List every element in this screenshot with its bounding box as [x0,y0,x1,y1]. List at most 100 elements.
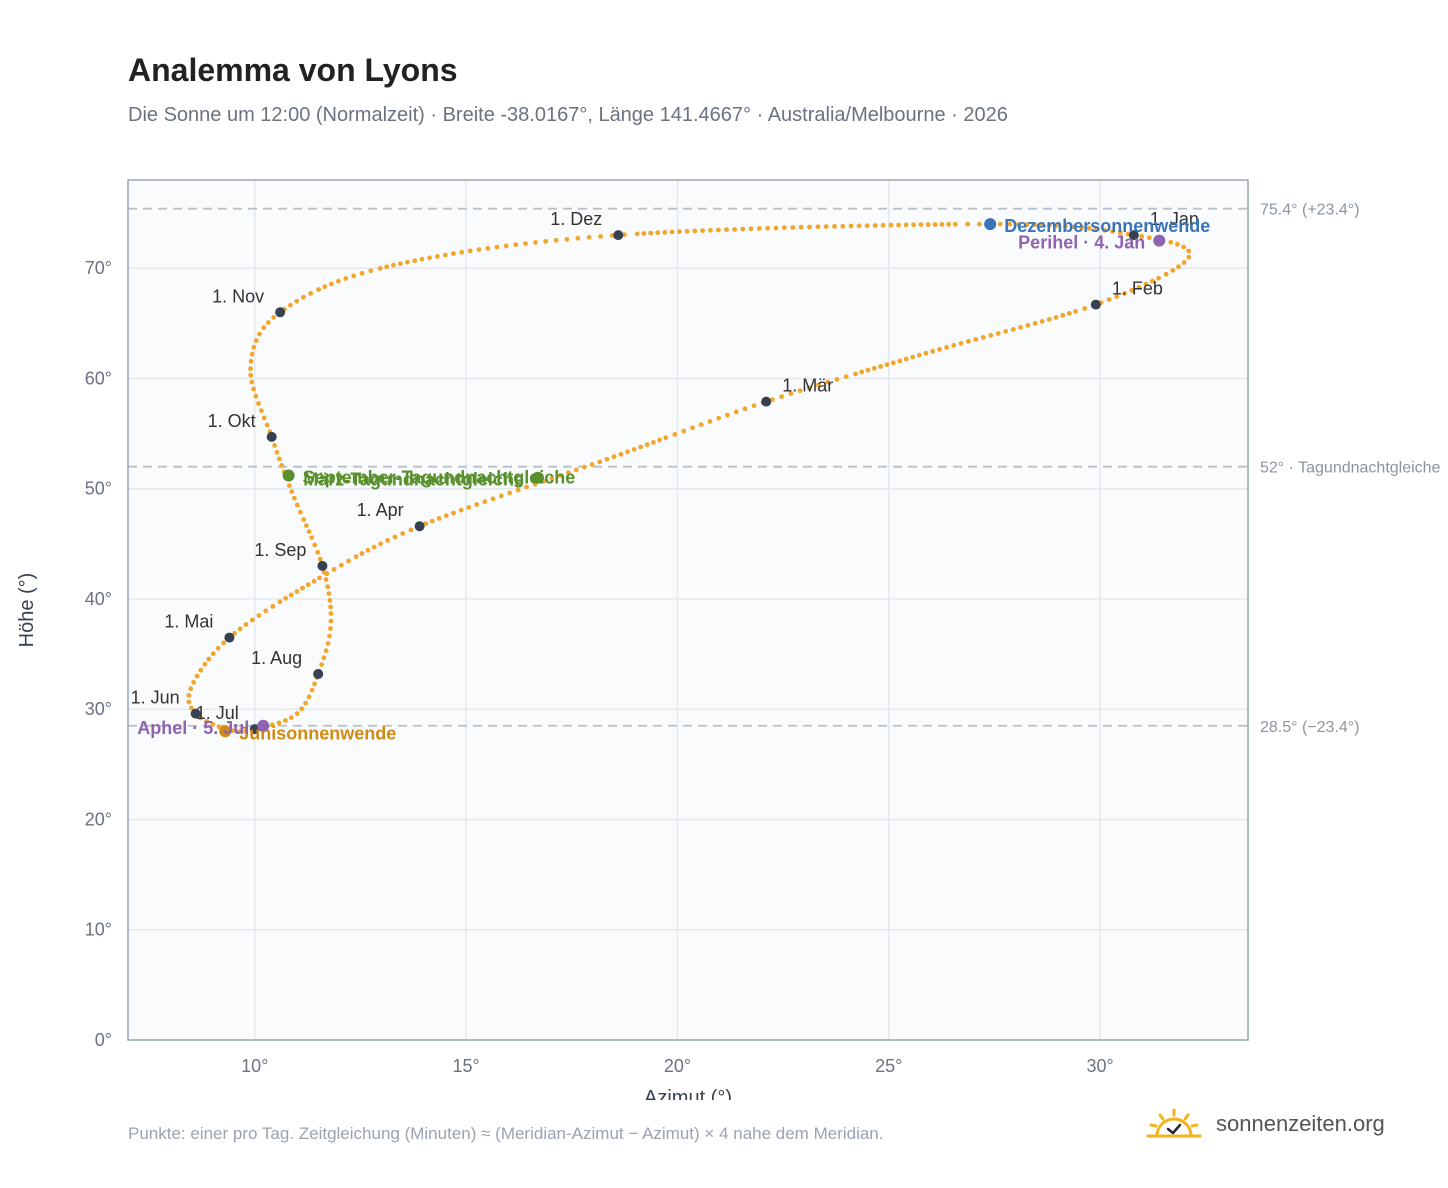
day-point [498,493,504,499]
day-point [798,224,804,230]
day-point [259,408,264,414]
day-point [435,254,440,259]
day-point [221,640,227,646]
day-point [677,229,682,235]
month-marker [1090,299,1101,310]
day-point [249,617,255,623]
day-point [1018,325,1023,330]
day-point [1025,323,1031,328]
day-point [611,454,617,460]
day-point [939,222,945,227]
day-point [451,510,456,516]
day-point [834,377,840,382]
day-point [243,622,249,627]
day-point [299,706,305,712]
day-point [1168,239,1174,245]
day-point [311,578,317,584]
day-point [598,234,603,239]
day-point [419,256,425,262]
day-point [202,661,208,667]
day-point [823,224,829,230]
day-point [751,403,757,409]
day-point [306,694,312,700]
day-point [451,251,456,256]
day-point [288,715,294,720]
day-point [618,451,624,457]
day-point [263,608,269,614]
day-point [312,542,318,548]
day-point [944,345,949,350]
day-point [1016,221,1021,227]
month-marker [414,521,425,532]
day-point [916,352,922,358]
day-point [338,562,344,568]
brand[interactable]: sonnenzeiten.org [1146,1104,1385,1144]
day-point [815,224,821,230]
month-marker [266,431,277,442]
day-point [265,320,271,325]
axis-ticks: 10° 15° 20° 25° 30° 0° 10° 20° 30° 40° 50° 60° 70° [85,258,1114,1076]
day-point [663,435,669,441]
event-marker [282,469,295,482]
day-point [215,645,221,651]
day-point [1163,271,1169,277]
day-point [765,225,770,231]
day-point [1181,244,1186,250]
day-point [716,415,722,421]
day-point [923,350,929,356]
day-point [1032,321,1038,326]
day-point [582,464,587,470]
day-point [256,401,261,406]
day-point [365,547,371,553]
day-point [840,223,846,229]
day-point [625,449,630,455]
day-point [1122,291,1127,296]
day-point [329,281,334,287]
y-tick-label: 40° [85,589,112,609]
day-point [305,582,311,588]
day-point [476,247,482,253]
day-point [485,246,491,251]
day-point [270,722,275,728]
day-point [1093,226,1099,232]
day-point [309,535,315,540]
day-point [1143,281,1149,287]
day-point [878,364,883,369]
day-point [564,236,570,242]
day-point [308,291,314,296]
y-tick-label: 0° [95,1030,112,1050]
x-tick-label: 15° [452,1056,479,1076]
day-point [429,518,435,524]
day-point [896,222,901,228]
day-point [298,509,303,515]
day-point [797,388,803,394]
day-point [301,294,306,300]
day-point [442,252,448,258]
day-point [549,476,555,481]
day-point [880,222,886,228]
month-label: 1. Mai [164,612,213,632]
day-point [911,222,916,228]
day-point [951,343,957,348]
day-point [1053,315,1059,320]
event-marker [531,471,544,484]
month-marker [190,708,201,719]
day-point [937,346,942,352]
month-marker [613,230,624,241]
day-point [1010,327,1016,332]
day-point [843,374,849,379]
plot-frame [127,179,1249,1041]
day-point [384,264,390,270]
day-point [631,447,637,452]
month-markers: 1. Jan 1. Feb 1. Mär 1. Apr 1. Mai 1. Jun 1. J… [131,209,1199,735]
day-point [756,226,762,231]
plot-area [128,180,1248,1040]
day-point [1117,230,1123,236]
day-point [707,419,713,424]
reference-lines: 75.4° (+23.4°) 52° · Tagundnachtgleiche 28… [128,202,1441,736]
month-marker [317,560,328,571]
day-point [377,266,383,271]
day-point [294,298,300,304]
day-point [257,331,262,337]
